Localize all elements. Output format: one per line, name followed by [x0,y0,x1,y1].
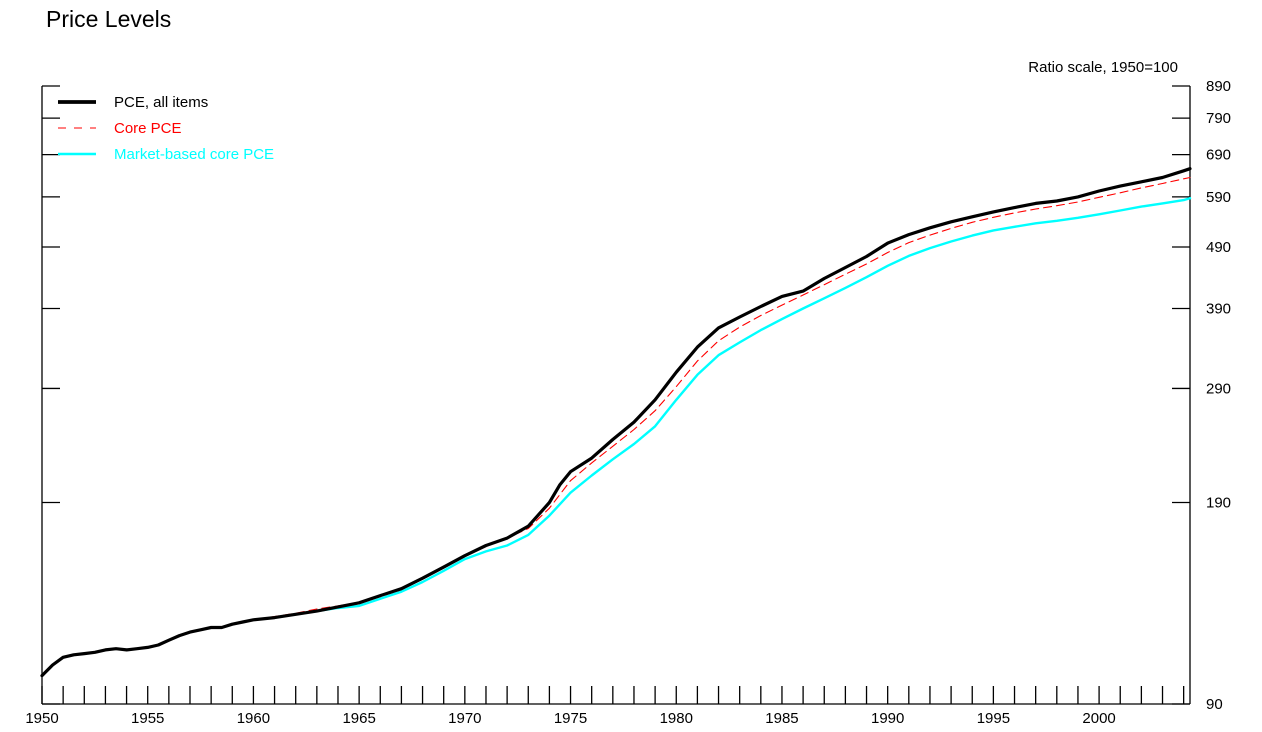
x-tick-label: 1950 [25,710,58,727]
x-tick-label: 1990 [871,710,904,727]
legend-label-3: Market-based core PCE [114,146,274,163]
series-line-2 [231,176,1191,625]
y-tick-label: 790 [1206,110,1231,127]
x-tick-label: 1980 [660,710,693,727]
y-axis-label: Ratio scale, 1950=100 [1028,59,1178,76]
y-tick-label: 290 [1206,380,1231,397]
series-line-1 [40,167,1192,678]
x-tick-label: 1965 [342,710,375,727]
axes: 90 190 290 390 490 590 690 790 890 1950 1955 1960 19… [25,78,1231,727]
x-tick-label: 1955 [131,710,164,727]
x-tick-label: 1985 [765,710,798,727]
y-tick-label: 590 [1206,189,1231,206]
chart-title: Price Levels [46,6,172,32]
y-tick-label: 390 [1206,301,1231,318]
y-tick-label: 90 [1206,696,1223,713]
y-tick-label: 890 [1206,78,1231,95]
y-tick-label: 690 [1206,147,1231,164]
legend-label-2: Core PCE [114,120,182,137]
series-line-3 [224,196,1192,628]
x-tick-label: 2000 [1082,710,1115,727]
y-tick-label: 490 [1206,239,1231,256]
x-tick-label: 1970 [448,710,481,727]
x-tick-label: 1995 [977,710,1010,727]
y-tick-label: 190 [1206,494,1231,511]
x-tick-label: 1975 [554,710,587,727]
plot-area [40,167,1192,678]
legend: PCE, all items Core PCE Market-based core … [58,94,274,163]
x-tick-label: 1960 [237,710,270,727]
legend-label-1: PCE, all items [114,94,208,111]
